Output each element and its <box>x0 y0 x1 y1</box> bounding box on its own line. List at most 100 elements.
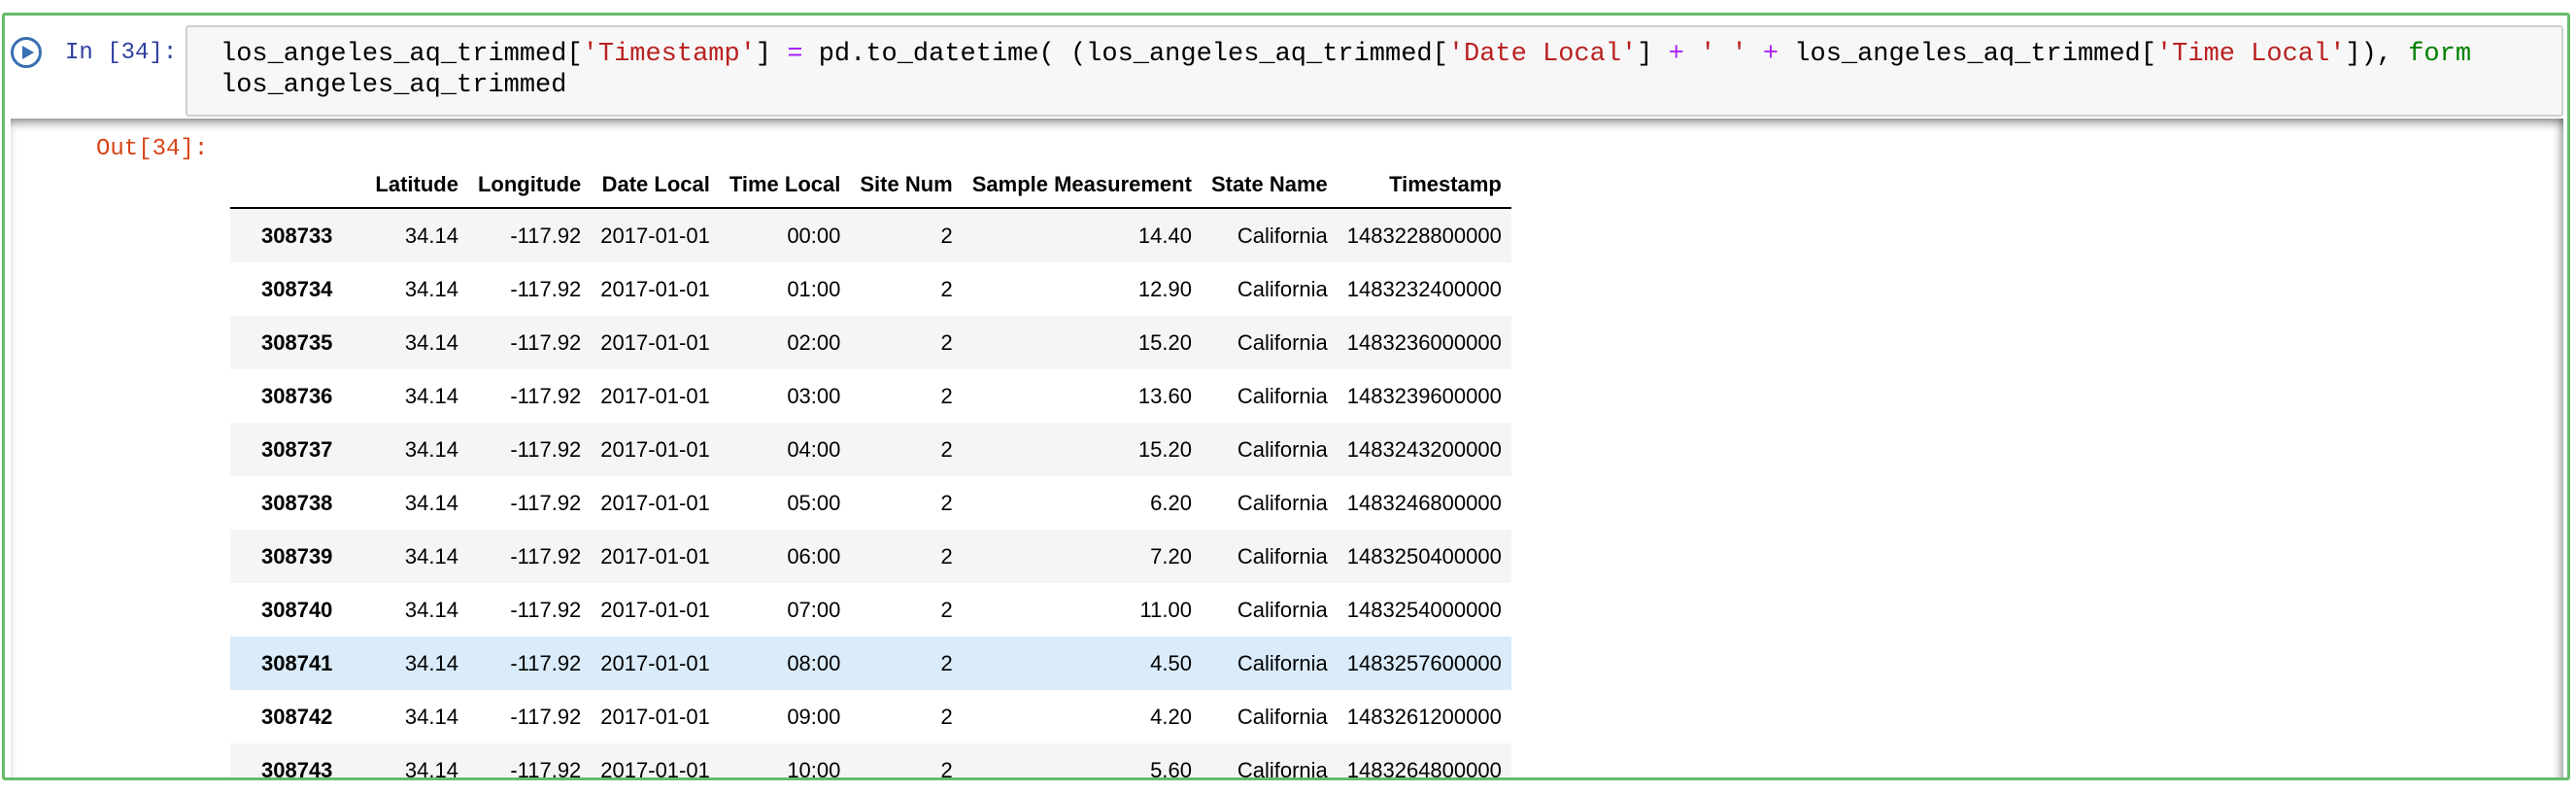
table-cell: 5.60 <box>1150 757 1192 780</box>
table-row: 308735 34.14 -117.92 2017-01-01 02:00 2 15.20 C… <box>230 316 1511 369</box>
output-area[interactable]: Out[34]: Latitude Longitude Date Local Time… <box>11 119 2563 780</box>
table-cell: -117.92 <box>510 597 582 622</box>
table-cell: California <box>1237 383 1328 408</box>
table-cell: 1483264800000 <box>1346 757 1502 780</box>
table-cell: 10:00 <box>787 757 841 780</box>
table-row: 308741 34.14 -117.92 2017-01-01 08:00 2 4.50 Ca… <box>230 637 1511 690</box>
dataframe-table: Latitude Longitude Date Local Time Local Sit… <box>230 162 1511 780</box>
column-header: Sample Measurement <box>971 172 1192 196</box>
table-cell: 14.40 <box>1137 223 1192 248</box>
table-cell: 2017-01-01 <box>600 757 710 780</box>
table-cell: 34.14 <box>404 704 458 729</box>
table-cell: 34.14 <box>404 597 458 622</box>
row-index: 308738 <box>261 490 333 515</box>
table-cell: 06:00 <box>787 543 841 569</box>
table-cell: California <box>1237 650 1328 675</box>
table-cell: 1483254000000 <box>1346 597 1502 622</box>
table-cell: 1483236000000 <box>1346 329 1502 355</box>
table-cell: 11.00 <box>1139 597 1192 622</box>
table-cell: -117.92 <box>510 223 582 248</box>
table-cell: 2017-01-01 <box>600 383 710 408</box>
table-cell: 2017-01-01 <box>600 276 710 301</box>
table-cell: 08:00 <box>787 650 841 675</box>
table-cell: -117.92 <box>510 757 582 780</box>
table-cell: 4.50 <box>1150 650 1192 675</box>
table-row: 308738 34.14 -117.92 2017-01-01 05:00 2 6.20 Ca… <box>230 476 1511 530</box>
table-cell: California <box>1237 543 1328 569</box>
table-cell: 15.20 <box>1137 329 1192 355</box>
table-cell: 2 <box>940 329 953 355</box>
table-cell: 34.14 <box>404 223 458 248</box>
table-row: 308737 34.14 -117.92 2017-01-01 04:00 2 15.20 C… <box>230 423 1511 476</box>
row-index: 308743 <box>261 757 333 780</box>
table-row: 308739 34.14 -117.92 2017-01-01 06:00 2 7.20 Ca… <box>230 530 1511 583</box>
table-cell: California <box>1237 329 1328 355</box>
table-cell: 2 <box>940 650 953 675</box>
table-cell: California <box>1237 597 1328 622</box>
table-cell: California <box>1237 757 1328 780</box>
table-cell: -117.92 <box>510 543 582 569</box>
column-header: Time Local <box>729 172 841 196</box>
table-cell: 12.90 <box>1137 276 1192 301</box>
table-cell: 34.14 <box>404 276 458 301</box>
column-header: Longitude <box>477 172 582 196</box>
table-cell: 07:00 <box>787 597 841 622</box>
table-cell: -117.92 <box>510 383 582 408</box>
code-editor[interactable]: los_angeles_aq_trimmed['Timestamp'] = pd… <box>186 25 2563 117</box>
table-cell: -117.92 <box>510 490 582 515</box>
table-cell: 02:00 <box>787 329 841 355</box>
table-cell: 4.20 <box>1150 704 1192 729</box>
table-cell: 13.60 <box>1137 383 1192 408</box>
table-cell: 2 <box>940 543 953 569</box>
output-prompt: Out[34]: <box>96 136 209 162</box>
row-index: 308734 <box>261 276 333 301</box>
table-cell: 01:00 <box>787 276 841 301</box>
notebook-cell[interactable]: In [34]: los_angeles_aq_trimmed['Timesta… <box>2 13 2570 780</box>
table-cell: 1483228800000 <box>1346 223 1502 248</box>
table-cell: 1483232400000 <box>1346 276 1502 301</box>
table-cell: -117.92 <box>510 329 582 355</box>
table-cell: 1483243200000 <box>1346 436 1502 462</box>
table-cell: 6.20 <box>1150 490 1192 515</box>
run-cell-icon[interactable] <box>11 37 42 68</box>
table-cell: 34.14 <box>404 650 458 675</box>
table-cell: 00:00 <box>787 223 841 248</box>
table-row: 308734 34.14 -117.92 2017-01-01 01:00 2 12.90 C… <box>230 262 1511 316</box>
table-row: 308742 34.14 -117.92 2017-01-01 09:00 2 4.20 Ca… <box>230 690 1511 743</box>
table-cell: 7.20 <box>1150 543 1192 569</box>
row-index: 308735 <box>261 329 333 355</box>
table-cell: 34.14 <box>404 543 458 569</box>
table-cell: 03:00 <box>787 383 841 408</box>
table-cell: California <box>1237 490 1328 515</box>
table-cell: 2 <box>940 383 953 408</box>
table-cell: 2 <box>940 704 953 729</box>
column-header: Site Num <box>860 172 953 196</box>
table-cell: 1483261200000 <box>1346 704 1502 729</box>
table-cell: 2017-01-01 <box>600 329 710 355</box>
table-cell: 2017-01-01 <box>600 597 710 622</box>
table-cell: 2 <box>940 757 953 780</box>
table-cell: -117.92 <box>510 650 582 675</box>
table-cell: 1483257600000 <box>1346 650 1502 675</box>
table-cell: 1483250400000 <box>1346 543 1502 569</box>
table-row: 308733 34.14 -117.92 2017-01-01 00:00 2 14.40 C… <box>230 208 1511 262</box>
column-header: Timestamp <box>1389 172 1502 196</box>
table-cell: 2017-01-01 <box>600 704 710 729</box>
table-cell: 04:00 <box>787 436 841 462</box>
input-prompt: In [34]: <box>65 40 178 66</box>
table-cell: 34.14 <box>404 490 458 515</box>
code-text[interactable]: los_angeles_aq_trimmed['Timestamp'] = pd… <box>220 40 2472 100</box>
table-cell: 2017-01-01 <box>600 543 710 569</box>
table-cell: 2 <box>940 436 953 462</box>
table-cell: 2017-01-01 <box>600 490 710 515</box>
table-cell: California <box>1237 276 1328 301</box>
table-row: 308740 34.14 -117.92 2017-01-01 07:00 2 11.00 C… <box>230 583 1511 637</box>
table-cell: 1483246800000 <box>1346 490 1502 515</box>
column-header: State Name <box>1210 172 1328 196</box>
row-index: 308736 <box>261 383 333 408</box>
table-cell: 05:00 <box>787 490 841 515</box>
table-cell: 1483239600000 <box>1346 383 1502 408</box>
row-index: 308740 <box>261 597 333 622</box>
column-header: Latitude <box>375 172 458 196</box>
row-index: 308739 <box>261 543 333 569</box>
